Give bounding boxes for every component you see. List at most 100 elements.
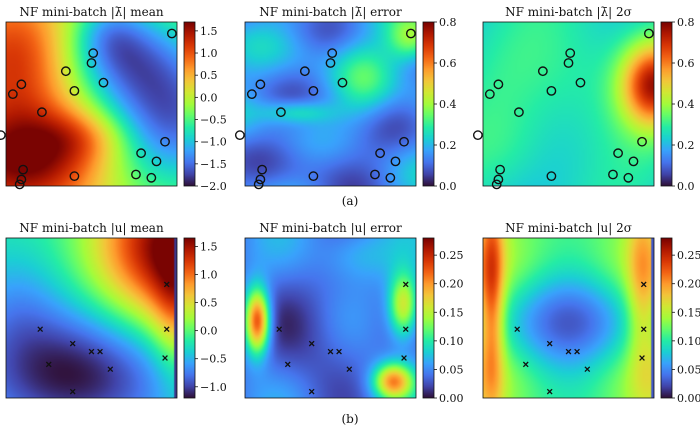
panel-b-2-sensor-3 <box>546 340 553 347</box>
panel-b-0-colorbar-label-2: 0.5 <box>200 297 218 310</box>
panel-b-1-title: NF mini-batch |u| error <box>259 221 402 235</box>
panel-a-2-heatmap <box>483 22 654 186</box>
panel-b-1-sensor-4 <box>327 348 334 355</box>
panel-b-0-title: NF mini-batch |u| mean <box>19 221 164 235</box>
panel-b-0-sensor-1 <box>37 326 44 333</box>
panel-b-0-sensor-2 <box>163 326 170 333</box>
panel-b-0-sensor-3 <box>69 340 76 347</box>
panel-a-1-sensor-4 <box>337 77 348 88</box>
panel-a-1-sensor-12 <box>390 156 401 167</box>
panel-b-0-colorbar-label-3: 0.0 <box>200 325 218 338</box>
panel-a-0-sensor-18 <box>14 179 25 190</box>
panel-b-2-sensor-2 <box>640 326 647 333</box>
panel-b-1-colorbar-label-0: 0.25 <box>439 249 464 262</box>
panel-a-0-heatmap <box>6 22 177 186</box>
panel-b-2-sensor-8 <box>584 366 591 373</box>
panel-b-2-sensor-7 <box>522 361 529 368</box>
panel-a-1-sensor-15 <box>308 171 319 182</box>
panel-b-2-colorbar <box>661 238 672 398</box>
panel-b-1-sensor-8 <box>346 366 353 373</box>
panel-a-1-sensor-17 <box>255 174 266 185</box>
panel-a-2-colorbar-label-1: 0.6 <box>677 57 695 70</box>
panels: NF mini-batch |λ̄| mean 1.5 1.0 0.5 0.0 −0.5 −… <box>0 5 700 405</box>
panel-a-2-sensor-11 <box>613 148 623 159</box>
panel-a-0-colorbar-label-3: 0.0 <box>200 91 218 104</box>
panel-b-0-colorbar-label-4: −0.5 <box>200 353 227 366</box>
panel-b-1-colorbar <box>423 238 434 398</box>
panel-a-0-sensor-10 <box>160 136 170 147</box>
panel-a-2-sensor-0 <box>643 28 654 39</box>
panel-b-1-sensor-9 <box>308 388 315 395</box>
panel-a-0-sensor-14 <box>131 169 141 180</box>
panel-a-2-sensor-13 <box>495 164 505 175</box>
panel-a-2-sensor-18 <box>491 179 502 190</box>
panel-a-0-sensor-13 <box>18 164 29 175</box>
panel-b-2-title: NF mini-batch |u| 2σ <box>505 221 632 235</box>
panel-a-2-sensor-4 <box>575 77 586 88</box>
panel-a-1-sensor-14 <box>370 169 380 180</box>
panel-b-2-colorbar-frame <box>660 237 673 399</box>
panel-b-0-frame <box>5 237 178 399</box>
panel-a-1-sensor-6 <box>308 85 319 96</box>
panel-a-2-colorbar-label-2: 0.4 <box>677 98 695 111</box>
panel-a-1-sensor-7 <box>246 89 257 100</box>
panel-b-1-sensor-1 <box>276 326 283 333</box>
panel-a-0-sensor-9 <box>0 130 6 141</box>
panel-a-0-colorbar-label-4: −0.5 <box>200 114 227 127</box>
panel-a-0-sensor-11 <box>136 148 146 159</box>
panel-b-0-sensor-4 <box>88 348 95 355</box>
panel-b-0-colorbar <box>184 238 195 398</box>
panel-a-0-title: NF mini-batch |λ̄| mean <box>19 5 164 19</box>
panel-b-1-sensor-2 <box>402 326 409 333</box>
panel-b-2-colorbar-label-5: 0.00 <box>677 392 700 405</box>
panel-b-1-sensor-7 <box>284 361 291 368</box>
panel-b-0-colorbar-label-0: 1.5 <box>200 240 218 253</box>
panel-a-1-colorbar-label-2: 0.4 <box>439 98 457 111</box>
panel-b-1-sensor-3 <box>308 340 315 347</box>
panel-a-1-sensor-11 <box>375 148 385 159</box>
panel-a-2-sensor-1 <box>565 48 576 59</box>
panel-a-0-sensor-12 <box>151 156 162 167</box>
panel-a-1-colorbar-label-4: 0.0 <box>439 180 457 193</box>
panel-a-1-sensor-9 <box>234 130 245 141</box>
panel-a-2-colorbar <box>661 22 672 186</box>
panel-b-0-sensor-8 <box>107 366 114 373</box>
panel-a-1-sensor-8 <box>276 107 286 118</box>
panel-a-0-sensor-17 <box>16 174 27 185</box>
panel-a-2-sensor-9 <box>472 130 483 141</box>
panel-b-0-sensor-9 <box>69 388 76 395</box>
panel-a-1-sensor-18 <box>253 179 264 190</box>
panel-a-0-colorbar-label-7: −2.0 <box>200 180 227 193</box>
panel-b-2-plot <box>483 238 654 398</box>
panel-a-0-colorbar-label-5: −1.0 <box>200 136 227 149</box>
panel-a-2-frame <box>482 21 655 187</box>
panel-a-1-sensor-10 <box>399 136 409 147</box>
panel-a-1-sensor-0 <box>405 28 416 39</box>
panel-a-0-sensor-5 <box>16 79 27 90</box>
panel-a-0-colorbar-frame <box>183 21 196 187</box>
panel-a-0-colorbar <box>184 22 195 186</box>
panel-b-1-colorbar-label-1: 0.20 <box>439 278 464 291</box>
panel-a-1-heatmap <box>245 22 416 186</box>
panel-b-1-sensor-6 <box>401 355 407 361</box>
panel-a-1-colorbar-label-3: 0.2 <box>439 139 457 152</box>
panel-b-1-colorbar-frame <box>422 237 435 399</box>
panel-a-2-colorbar-label-0: 0.8 <box>677 16 695 29</box>
panel-a-0-colorbar-label-2: 0.5 <box>200 69 218 82</box>
panel-b-0-sensor-5 <box>97 348 103 355</box>
panel-a-1-sensor-16 <box>385 172 396 183</box>
panel-a-0-sensor-0 <box>166 28 177 39</box>
panel-b-1-colorbar-label-3: 0.10 <box>439 335 464 348</box>
panel-a-1-plot <box>245 22 416 186</box>
panel-a-2-sensor-6 <box>546 85 557 96</box>
panel-b-2-sensor-4 <box>565 348 572 355</box>
panel-b-2-colorbar-label-1: 0.20 <box>677 278 700 291</box>
panel-a-2-sensor-14 <box>608 169 618 180</box>
panel-b-1-colorbar-label-4: 0.05 <box>439 363 464 376</box>
panel-a-2-sensor-10 <box>637 136 647 147</box>
panel-a-0-colorbar-label-6: −1.5 <box>200 158 227 171</box>
panel-a-0-sensor-1 <box>88 48 99 59</box>
panel-a-1-colorbar-label-0: 0.8 <box>439 16 457 29</box>
panel-a-0-sensor-6 <box>69 85 80 96</box>
